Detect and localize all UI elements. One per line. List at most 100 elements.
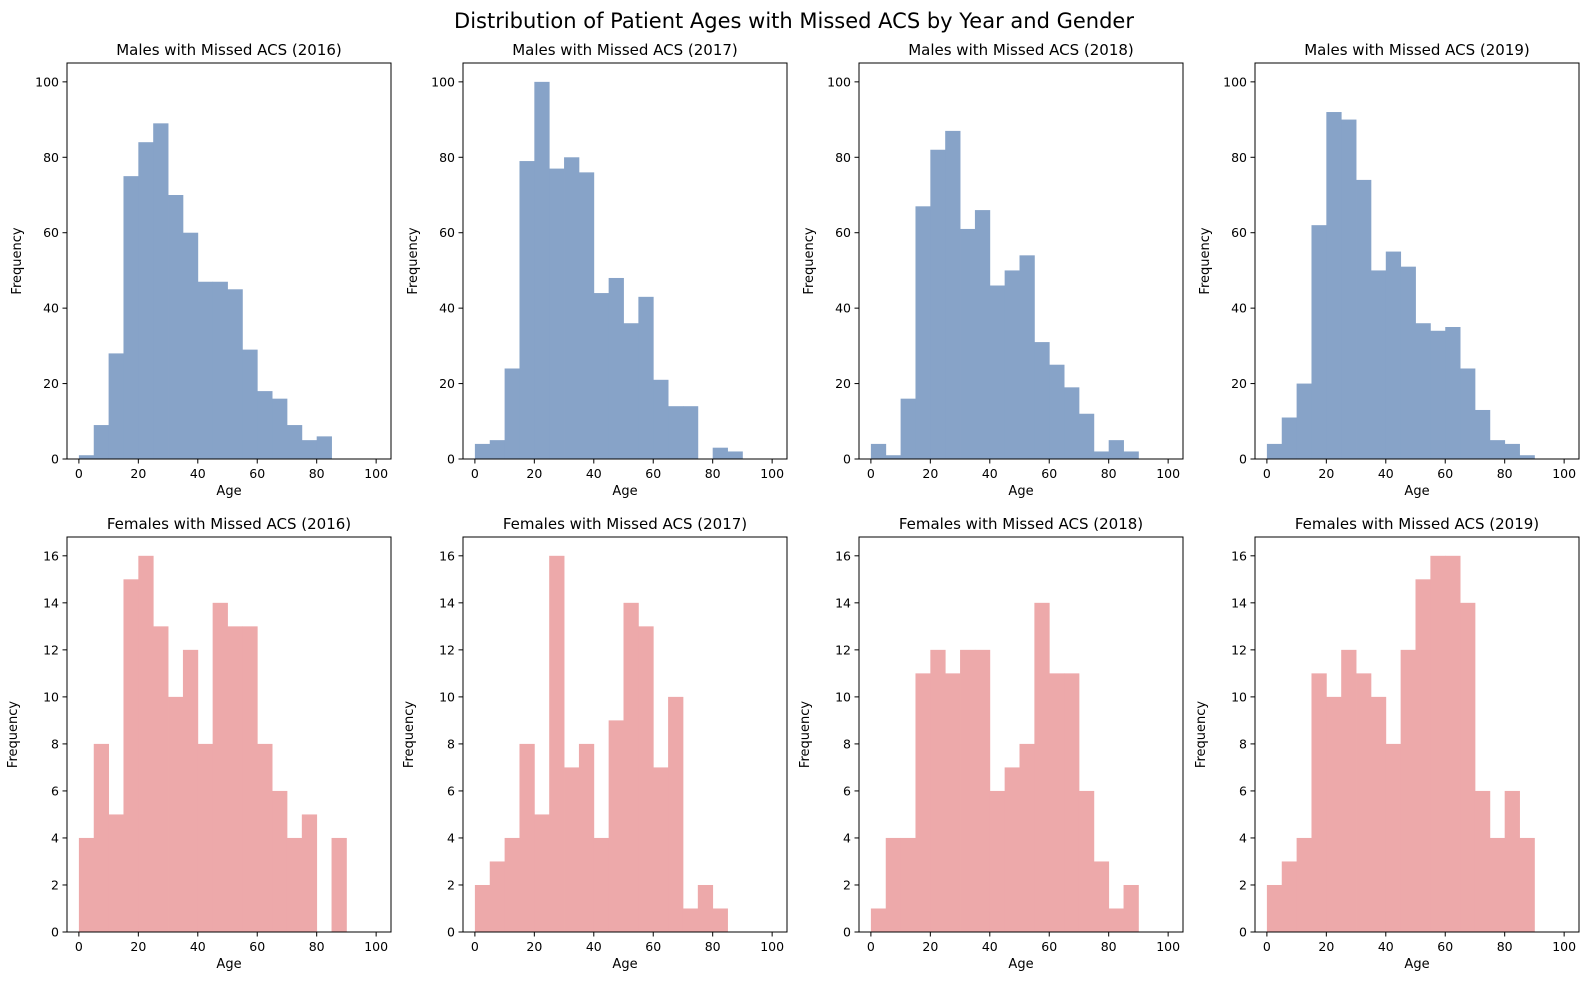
x-tick-label: 20 <box>922 939 938 954</box>
histogram-bar <box>1385 251 1402 459</box>
histogram-bar <box>504 837 520 932</box>
y-tick-label: 8 <box>51 736 59 751</box>
histogram-bar <box>945 130 961 459</box>
x-tick-label: 40 <box>982 466 998 481</box>
histogram-bar <box>900 837 916 932</box>
x-tick-label: 20 <box>1318 466 1334 481</box>
y-tick-label: 14 <box>43 595 59 610</box>
histogram-bar <box>1400 649 1416 932</box>
x-tick-label: 80 <box>1101 466 1117 481</box>
histogram-bars <box>474 555 728 932</box>
x-tick-label: 40 <box>190 939 206 954</box>
x-tick-label: 100 <box>760 939 784 954</box>
panel-male-2017: 0 20 40 60 80 100 0 20 40 60 80 100 Males with Misse… <box>406 41 788 499</box>
y-tick-label: 8 <box>1239 736 1247 751</box>
histogram-bars <box>1266 555 1535 932</box>
histogram-bar <box>534 814 550 932</box>
histogram-bar <box>1108 440 1124 459</box>
y-tick-label: 60 <box>43 225 59 240</box>
y-tick-label: 2 <box>1239 877 1247 892</box>
y-tick-label: 0 <box>51 925 59 940</box>
histogram-bar <box>578 743 595 932</box>
x-tick-label: 100 <box>1156 939 1180 954</box>
histogram-bar <box>1064 673 1080 932</box>
y-tick-label: 40 <box>1231 301 1247 316</box>
histogram-bars <box>474 81 743 460</box>
panel-title: Females with Missed ACS (2016) <box>107 515 351 533</box>
y-tick-label: 20 <box>439 376 455 391</box>
histogram-bar <box>870 908 887 932</box>
panel-title: Females with Missed ACS (2018) <box>899 515 1143 533</box>
y-axis-label: Frequency <box>1194 701 1209 768</box>
axes-frame <box>462 62 788 460</box>
y-tick-label: 10 <box>439 689 455 704</box>
y-tick-label: 10 <box>1231 689 1247 704</box>
histogram-bars <box>78 555 347 932</box>
y-tick-label: 0 <box>447 925 455 940</box>
y-tick-label: 12 <box>43 642 59 657</box>
x-tick-label: 40 <box>586 939 602 954</box>
histogram-bar <box>989 790 1006 932</box>
panel-title: Males with Missed ACS (2016) <box>116 41 342 59</box>
histogram-bar <box>1004 767 1020 932</box>
y-tick-label: 16 <box>835 548 851 563</box>
panel-male-2016: 0 20 40 60 80 100 0 20 40 60 80 100 Males with Misse… <box>10 41 392 499</box>
y-tick-label: 14 <box>439 595 455 610</box>
x-tick-label: 20 <box>130 466 146 481</box>
histogram-bar <box>915 673 931 932</box>
histogram-bar <box>138 142 154 459</box>
histogram-bar <box>1460 368 1476 459</box>
x-tick-label: 0 <box>75 939 83 954</box>
y-axis-label: Frequency <box>798 701 813 768</box>
histogram-bar <box>519 743 535 932</box>
histogram-bar <box>593 837 610 932</box>
y-tick-label: 0 <box>51 452 59 467</box>
histogram-bar <box>1504 790 1520 932</box>
histogram-bar <box>870 443 887 459</box>
histogram-bar <box>182 232 199 459</box>
histogram-bar <box>138 555 154 932</box>
histogram-bar <box>1019 255 1035 459</box>
x-tick-label: 20 <box>526 466 542 481</box>
histogram-bar <box>638 626 654 932</box>
x-tick-label: 100 <box>1552 939 1576 954</box>
y-tick-label: 20 <box>1231 376 1247 391</box>
panel-title: Males with Missed ACS (2019) <box>1304 41 1530 59</box>
histogram-bar <box>1430 330 1446 459</box>
histogram-bar <box>885 837 902 932</box>
histogram-bar <box>900 398 916 459</box>
y-axis-label: Frequency <box>6 701 21 768</box>
y-tick-label: 0 <box>843 925 851 940</box>
histogram-bar <box>1266 443 1283 459</box>
histogram-bar <box>930 149 946 460</box>
y-tick-label: 12 <box>439 642 455 657</box>
x-tick-label: 80 <box>309 939 325 954</box>
histogram-bar <box>153 626 169 932</box>
y-axis-label: Frequency <box>802 227 817 294</box>
histogram-bar <box>1415 579 1431 932</box>
histogram-bar <box>727 451 743 459</box>
histogram-bar <box>1326 112 1342 459</box>
histogram-bar <box>1296 383 1312 459</box>
x-tick-label: 80 <box>705 939 721 954</box>
histogram-bar <box>578 172 595 459</box>
histogram-bar <box>1064 387 1080 459</box>
histogram-bar <box>1430 555 1446 932</box>
x-tick-label: 20 <box>130 939 146 954</box>
histogram-bar <box>1519 837 1535 932</box>
histogram-bar <box>108 353 124 459</box>
panel-title: Males with Missed ACS (2018) <box>908 41 1134 59</box>
y-tick-label: 16 <box>439 548 455 563</box>
axes-frame <box>66 536 392 933</box>
x-tick-label: 0 <box>1263 939 1271 954</box>
x-tick-label: 60 <box>1437 466 1453 481</box>
histogram-bar <box>519 161 535 459</box>
panel-female-2016: 0 20 40 60 80 100 0 2 4 6 8 10 12 14 16 Females with Mi… <box>6 515 392 972</box>
histogram-bar <box>1356 673 1372 932</box>
x-tick-label: 80 <box>705 466 721 481</box>
histogram-bar <box>915 206 931 459</box>
y-tick-label: 4 <box>447 830 455 845</box>
panel-title: Females with Missed ACS (2017) <box>503 515 747 533</box>
panel-male-2019: 0 20 40 60 80 100 0 20 40 60 80 100 Males with Misse… <box>1198 41 1580 499</box>
